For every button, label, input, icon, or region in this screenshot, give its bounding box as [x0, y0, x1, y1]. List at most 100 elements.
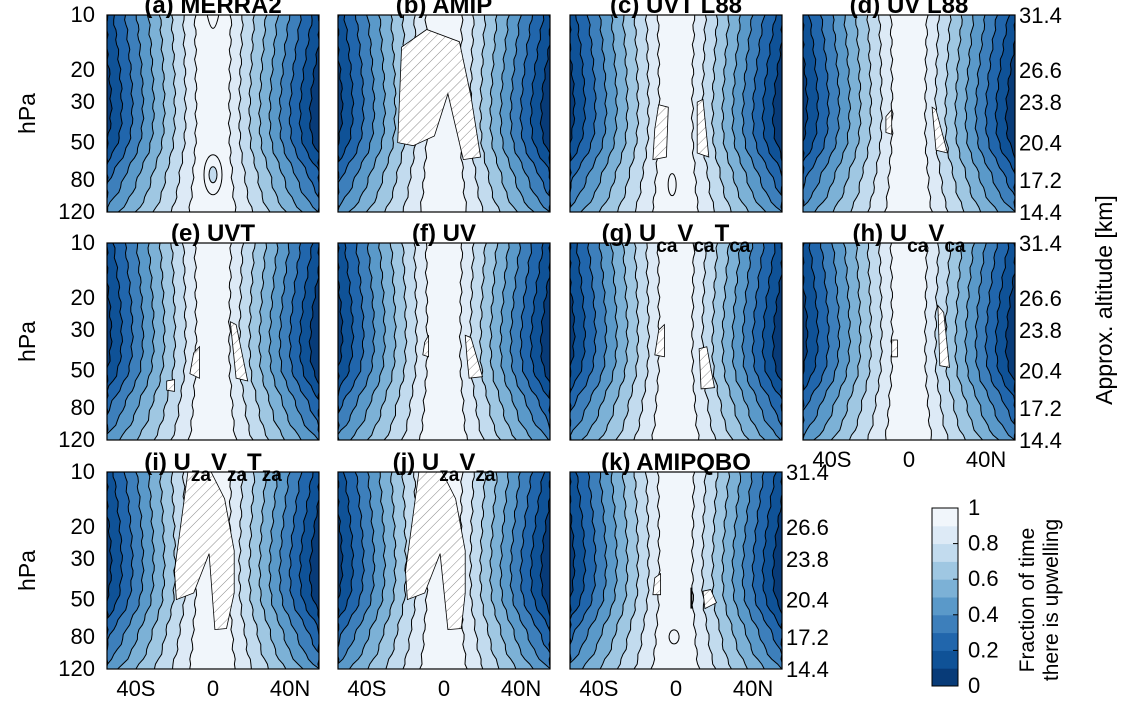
panel-j: (j) UzaVza	[337, 449, 551, 670]
lat-tick-label: 40N	[501, 676, 541, 701]
panel-frame	[337, 14, 551, 213]
panel-frame	[337, 471, 551, 670]
panel-frame	[106, 471, 320, 670]
panel-frame	[106, 14, 320, 213]
colorbar-tick-label: 0.6	[968, 566, 999, 591]
hatched-region	[931, 106, 949, 154]
panel-frame	[802, 242, 1016, 441]
panel-frame	[337, 242, 551, 441]
colorbar-swatch	[932, 632, 958, 651]
pressure-tick-label: 50	[71, 130, 95, 155]
contour-line	[208, 166, 218, 184]
panel-title: (f) UV	[412, 220, 476, 247]
hatched-region	[891, 339, 898, 358]
lat-tick-label: 0	[903, 447, 915, 472]
altitude-tick-label: 26.6	[786, 515, 829, 540]
colorbar-swatch	[932, 525, 958, 545]
hatched-region	[696, 98, 710, 158]
colorbar-tick-label: 0.8	[968, 531, 999, 556]
pressure-tick-label: 80	[71, 624, 95, 649]
ylabel-left: hPa	[14, 550, 40, 591]
panel-title: (b) AMIP	[396, 0, 492, 19]
panel-k: (k) AMIPQBO	[569, 449, 783, 670]
pressure-tick-label: 120	[58, 427, 95, 452]
panel-frame	[569, 471, 783, 670]
colorbar-tick-label: 0	[968, 673, 980, 698]
panel-i: (i) UzaVzaTza	[106, 449, 320, 670]
hatched-region	[166, 379, 175, 392]
contour-line	[203, 154, 223, 196]
lat-tick-label: 40N	[270, 676, 310, 701]
colorbar-label: Fraction of time	[1016, 528, 1039, 673]
lat-tick-label: 0	[438, 676, 450, 701]
colorbar-tick-label: 0.2	[968, 637, 999, 662]
ylabel-right: Approx. altitude [km]	[1091, 195, 1117, 405]
panel-f: (f) UV	[337, 220, 551, 441]
contour-band-9	[651, 15, 700, 212]
panel-e: (e) UVT	[106, 220, 320, 441]
lat-tick-label: 40S	[347, 676, 386, 701]
panel-title: (g) UcaVcaTca	[602, 220, 751, 257]
panel-d: (d) UV L88	[802, 0, 1016, 213]
altitude-tick-label: 20.4	[786, 588, 829, 613]
pressure-tick-label: 30	[71, 546, 95, 571]
pressure-tick-label: 120	[58, 199, 95, 224]
hatched-region	[397, 29, 482, 161]
hatched-region	[189, 345, 200, 379]
contour-band-9	[188, 15, 237, 212]
pressure-tick-label: 20	[71, 285, 95, 310]
pressure-tick-label: 10	[71, 2, 95, 27]
colorbar-swatch	[932, 597, 958, 616]
contour-band-9	[418, 243, 469, 440]
altitude-tick-label: 31.4	[786, 460, 829, 485]
altitude-tick-label: 26.6	[1019, 286, 1062, 311]
panel-title: (h) UcaVca	[853, 220, 966, 257]
contour-line	[667, 173, 677, 197]
panel-g: (g) UcaVcaTca	[569, 220, 783, 441]
altitude-tick-label: 20.4	[1019, 359, 1062, 384]
pressure-tick-label: 80	[71, 395, 95, 420]
pressure-tick-label: 50	[71, 358, 95, 383]
altitude-tick-label: 23.8	[1019, 318, 1062, 343]
panel-frame	[802, 14, 1016, 213]
pressure-tick-label: 50	[71, 587, 95, 612]
hatched-region	[652, 572, 661, 596]
colorbar-swatch	[932, 650, 958, 669]
altitude-tick-label: 23.8	[786, 547, 829, 572]
contour-line	[668, 629, 680, 645]
ylabel-left: hPa	[14, 93, 40, 134]
panel-frame	[106, 242, 320, 441]
colorbar-swatch	[932, 668, 958, 687]
pressure-tick-label: 80	[71, 167, 95, 192]
lat-tick-label: 40N	[966, 447, 1006, 472]
contour-band-9	[651, 243, 700, 440]
hatched-region	[652, 104, 669, 161]
panel-title: (k) AMIPQBO	[601, 449, 751, 476]
altitude-tick-label: 26.6	[1019, 58, 1062, 83]
hatched-region	[702, 589, 718, 610]
lat-tick-label: 0	[207, 676, 219, 701]
colorbar: 1 0.8 0.6 0.4 0.2 0 Fraction of time there is u…	[931, 495, 1063, 698]
contour-line	[206, 15, 220, 29]
pressure-tick-label: 10	[71, 459, 95, 484]
pressure-tick-label: 30	[71, 317, 95, 342]
panel-frame	[569, 14, 783, 213]
panel-title: (d) UV L88	[850, 0, 969, 19]
lat-tick-label: 40S	[812, 447, 851, 472]
pressure-tick-label: 20	[71, 57, 95, 82]
hatched-region	[698, 346, 715, 390]
lat-tick-label: 40S	[116, 676, 155, 701]
lat-tick-label: 40S	[579, 676, 618, 701]
colorbar-swatch	[932, 508, 958, 527]
panel-title: (j) UzaVza	[393, 449, 496, 486]
altitude-tick-label: 17.2	[786, 625, 829, 650]
altitude-tick-label: 14.4	[1019, 200, 1062, 225]
panel-title: (c) UVT L88	[610, 0, 742, 19]
panel-c: (c) UVT L88	[569, 0, 783, 213]
altitude-tick-label: 20.4	[1019, 131, 1062, 156]
altitude-tick-label: 31.4	[1019, 231, 1062, 256]
labels-layer: 10 20 30 50 80 120 hPa 31.4 26.6 23.8 20.4 17.2 14.4…	[14, 2, 1117, 701]
altitude-tick-label: 17.2	[1019, 396, 1062, 421]
